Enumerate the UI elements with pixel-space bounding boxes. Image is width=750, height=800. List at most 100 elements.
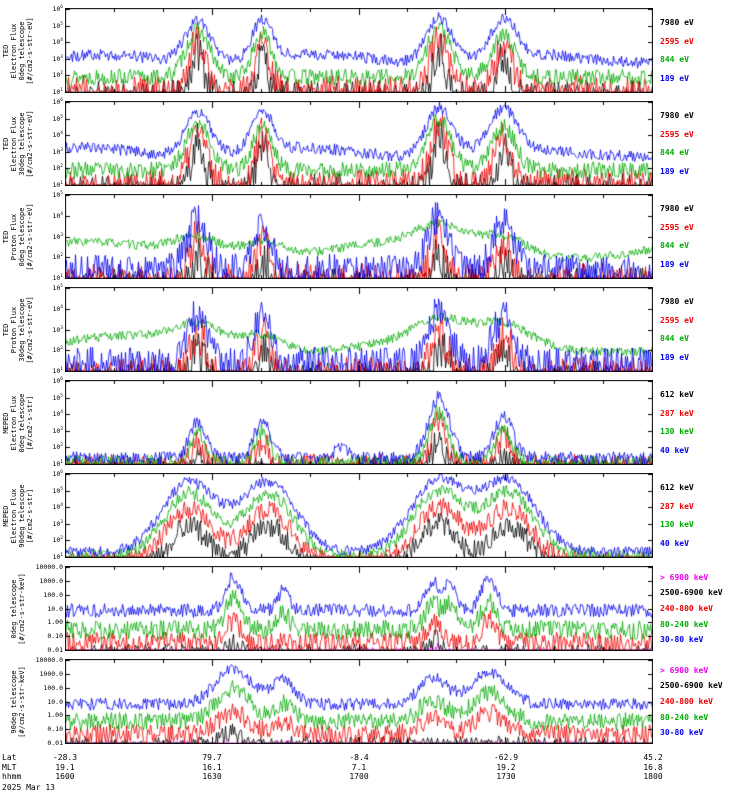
legend: 7980 eV 2595 eV 844 eV 189 eV — [653, 194, 750, 279]
y-axis-title-line: [#/cm2-s-str-keV] — [18, 572, 26, 645]
legend-entry: 240-800 keV — [660, 603, 713, 613]
y-tick-label: 102 — [52, 71, 63, 80]
panel-ted-proton-30deg: TED Proton Flux 30deg telescope [#/cm2-s-st… — [0, 283, 750, 375]
x-tick-hhmm: 1600 — [55, 772, 75, 781]
y-tick-label: 0.10 — [47, 725, 63, 734]
legend-entry: 80-240 keV — [660, 619, 709, 629]
x-axis-tick-3: -62.9 19.2 1730 — [494, 753, 518, 782]
y-tick-label: 0.01 — [47, 739, 63, 747]
x-tick-lat: 79.7 — [202, 753, 222, 762]
legend-entry: 7980 eV — [660, 17, 694, 27]
y-axis-title-text: 0deg telescope [#/cm2-s-str-keV] — [10, 566, 26, 651]
plot-canvas — [65, 473, 653, 558]
y-axis-title-line: 30deg telescope — [18, 111, 26, 176]
x-tick-lat: -8.4 — [349, 753, 369, 762]
y-tick-labels: 106 105 104 103 102 101 — [36, 4, 65, 96]
y-axis-title: 90deg telescope [#/cm2-s-str-keV] — [0, 659, 36, 744]
y-axis-title-line: [#/cm2-s-str-eV] — [26, 202, 34, 271]
y-tick-label: 106 — [52, 4, 63, 13]
y-axis-title-text: MEPED Electron Flux 0deg telescope [#/cm2-s… — [2, 380, 34, 465]
y-axis-title-line: 0deg telescope — [18, 393, 26, 453]
y-tick-labels: 10000.0 1000.0 100.0 10.0 1.00 0.10 0.01 — [35, 656, 65, 747]
plot-area — [65, 287, 653, 372]
y-axis-title-line: Electron Flux — [10, 23, 18, 78]
plot-area — [65, 194, 653, 279]
y-tick-label: 104 — [52, 38, 63, 47]
x-axis-row-label-mlt: MLT — [2, 762, 17, 772]
y-tick-label: 103 — [52, 147, 63, 156]
y-axis-title-line: [#/cm2-s-str-eV] — [26, 109, 34, 178]
date-label: 2025 Mar 13 — [2, 783, 55, 792]
legend-entry: 2595 eV — [660, 36, 694, 46]
y-axis-title-line: Proton Flux — [10, 213, 18, 260]
y-tick-label: 0.01 — [47, 646, 63, 654]
x-axis-row-label-hhmm: hhmm — [2, 772, 22, 781]
legend-entry: 612 keV — [660, 389, 694, 399]
y-axis-title: MEPED Electron Flux 90deg telescope [#/cm2-… — [0, 473, 36, 558]
panel-ted-electron-30deg: TED Electron Flux 30deg telescope [#/cm2-s-… — [0, 97, 750, 189]
legend: > 6900 keV 2500-6900 keV 240-800 keV 80-240… — [653, 566, 750, 651]
y-tick-label: 106 — [52, 97, 63, 106]
y-tick-label: 106 — [52, 376, 63, 385]
y-axis-title-line: [#/cm2-s-str-keV] — [18, 665, 26, 738]
y-tick-label: 100.0 — [43, 590, 63, 599]
legend-entry: 2595 eV — [660, 315, 694, 325]
plot-area — [65, 473, 653, 558]
y-tick-labels: 105 104 103 102 101 — [36, 191, 65, 282]
y-axis-title-text: TED Electron Flux 30deg telescope [#/cm2-s-… — [2, 101, 34, 186]
y-axis-title: TED Proton Flux 0deg telescope [#/cm2-s-str… — [0, 194, 36, 279]
legend: 7980 eV 2595 eV 844 eV 189 eV — [653, 8, 750, 93]
y-tick-label: 103 — [52, 519, 63, 528]
x-tick-lat: -62.9 — [493, 753, 519, 762]
y-tick-label: 105 — [52, 114, 63, 123]
plot-canvas — [65, 566, 653, 651]
legend-entry: 189 eV — [660, 353, 689, 363]
y-tick-label: 104 — [52, 503, 63, 512]
legend-entry: 7980 eV — [660, 296, 694, 306]
legend-entry: 844 eV — [660, 148, 689, 158]
y-axis-title-line: Proton Flux — [10, 306, 18, 353]
y-axis-title-text: 90deg telescope [#/cm2-s-str-keV] — [10, 659, 26, 744]
y-tick-label: 101 — [52, 273, 63, 282]
legend-entry: 287 keV — [660, 408, 694, 418]
legend-entry: 612 keV — [660, 482, 694, 492]
y-axis-title-text: TED Proton Flux 30deg telescope [#/cm2-s-st… — [2, 287, 34, 372]
x-tick-mlt: 19.1 — [55, 762, 75, 772]
y-axis-title-line: Electron Flux — [10, 116, 18, 171]
plot-area — [65, 566, 653, 651]
y-tick-label: 102 — [52, 536, 63, 545]
y-axis-title: 0deg telescope [#/cm2-s-str-keV] — [0, 566, 36, 651]
y-tick-labels: 106 105 104 103 102 101 — [36, 97, 65, 189]
legend: > 6900 keV 2500-6900 keV 240-800 keV 80-240… — [653, 659, 750, 744]
legend: 7980 eV 2595 eV 844 eV 189 eV — [653, 287, 750, 372]
y-axis-title-line: 90deg telescope — [18, 483, 26, 548]
y-axis-title-line: [#/cm2-s-str] — [26, 488, 34, 543]
legend-entry: 30-80 keV — [660, 728, 704, 738]
x-tick-mlt: 16.8 — [643, 762, 663, 772]
y-tick-label: 0.10 — [47, 632, 63, 641]
y-tick-label: 103 — [52, 426, 63, 435]
y-tick-label: 1000.0 — [39, 576, 63, 585]
x-axis-row-labels: Lat MLT hhmm — [2, 753, 21, 782]
y-tick-label: 101 — [52, 180, 63, 189]
panel-meped-proton-0deg: 0deg telescope [#/cm2-s-str-keV] 10000.0 10… — [0, 563, 750, 654]
y-tick-labels: 106 105 104 103 102 101 — [36, 376, 65, 468]
y-axis-title-line: 0deg telescope — [18, 21, 26, 81]
y-tick-label: 102 — [52, 443, 63, 452]
y-tick-label: 101 — [52, 552, 63, 561]
legend-entry: 40 keV — [660, 539, 689, 549]
y-tick-label: 10000.0 — [35, 656, 63, 664]
y-axis-title-line: MEPED — [2, 411, 10, 434]
x-tick-hhmm: 1700 — [349, 772, 369, 781]
plot-canvas — [65, 659, 653, 744]
legend-entry: 287 keV — [660, 501, 694, 511]
plot-canvas — [65, 287, 653, 372]
plot-canvas — [65, 380, 653, 465]
legend: 612 keV 287 keV 130 keV 40 keV — [653, 380, 750, 465]
y-tick-label: 102 — [52, 346, 63, 355]
x-tick-mlt: 16.1 — [202, 762, 222, 772]
y-tick-label: 105 — [52, 283, 63, 292]
legend-entry: > 6900 keV — [660, 665, 709, 675]
legend-entry: 7980 eV — [660, 110, 694, 120]
y-tick-label: 103 — [52, 54, 63, 63]
